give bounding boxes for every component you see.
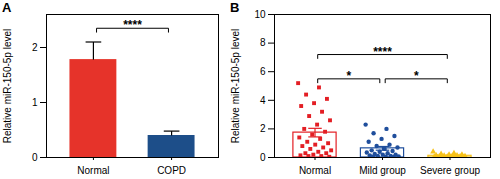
svg-text:0: 0	[32, 152, 38, 163]
svg-text:Normal: Normal	[77, 165, 109, 176]
svg-text:Relative miR-150-5p level: Relative miR-150-5p level	[2, 29, 13, 144]
svg-text:****: ****	[373, 45, 392, 59]
svg-text:1: 1	[32, 97, 38, 108]
svg-text:Normal: Normal	[299, 165, 331, 176]
svg-text:Severe group: Severe group	[420, 165, 480, 176]
svg-text:*: *	[346, 69, 351, 83]
svg-text:COPD: COPD	[157, 165, 186, 176]
svg-text:2: 2	[32, 42, 38, 53]
svg-text:8: 8	[260, 37, 266, 48]
svg-text:6: 6	[260, 66, 266, 77]
svg-text:Mild group: Mild group	[359, 165, 406, 176]
svg-text:****: ****	[123, 18, 142, 32]
svg-text:10: 10	[254, 9, 266, 20]
html-text:A: A	[2, 0, 12, 15]
svg-text:4: 4	[260, 95, 266, 106]
svg-text:Relative miR-150-5p level: Relative miR-150-5p level	[230, 29, 241, 144]
html-text:B: B	[230, 0, 240, 15]
svg-text:*: *	[414, 69, 419, 83]
svg-text:0: 0	[260, 152, 266, 163]
svg-text:2: 2	[260, 123, 266, 134]
